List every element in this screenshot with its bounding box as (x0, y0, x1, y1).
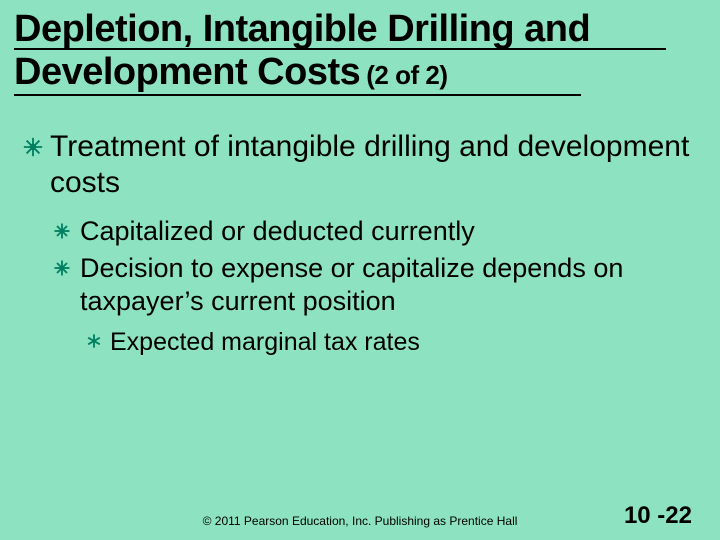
bullet-level1: Treatment of intangible drilling and dev… (30, 129, 690, 201)
level1-text: Treatment of intangible drilling and dev… (50, 130, 689, 199)
level2-text-0: Capitalized or deducted currently (80, 216, 475, 246)
bullet-level2: Capitalized or deducted currently (56, 215, 690, 247)
title-underline-2 (14, 94, 581, 96)
title-suffix: (2 of 2) (366, 60, 447, 90)
starburst-icon (22, 136, 44, 158)
title-region: Depletion, Intangible Drilling and Devel… (0, 0, 720, 99)
level3-text: Expected marginal tax rates (110, 328, 420, 356)
bullet-level3: Expected marginal tax rates (86, 327, 690, 357)
star-icon (84, 331, 104, 351)
slide-title: Depletion, Intangible Drilling and Devel… (14, 8, 706, 93)
burst-icon (52, 221, 72, 241)
slide: Depletion, Intangible Drilling and Devel… (0, 0, 720, 540)
title-text: Depletion, Intangible Drilling and Devel… (14, 8, 590, 93)
bullet-level2: Decision to expense or capitalize depend… (56, 252, 690, 317)
title-underline-1 (14, 48, 666, 50)
burst-icon (52, 258, 72, 278)
level2-text-1: Decision to expense or capitalize depend… (80, 253, 623, 315)
copyright-footer: © 2011 Pearson Education, Inc. Publishin… (0, 514, 720, 528)
page-number: 10 -22 (624, 502, 692, 530)
content-region: Treatment of intangible drilling and dev… (0, 99, 720, 357)
